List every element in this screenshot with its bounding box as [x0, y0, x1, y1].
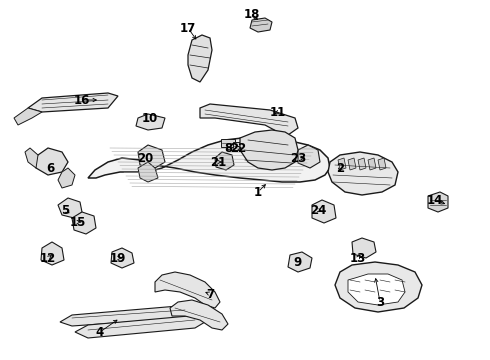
- Text: 8: 8: [224, 141, 232, 154]
- Polygon shape: [233, 142, 247, 150]
- Polygon shape: [348, 158, 356, 170]
- Polygon shape: [32, 148, 68, 175]
- Text: 17: 17: [180, 22, 196, 35]
- Polygon shape: [72, 212, 96, 234]
- Polygon shape: [136, 114, 165, 130]
- Polygon shape: [215, 152, 234, 170]
- Polygon shape: [138, 162, 158, 182]
- Polygon shape: [58, 168, 75, 188]
- Text: 13: 13: [350, 252, 366, 265]
- Polygon shape: [25, 148, 38, 168]
- Polygon shape: [188, 35, 212, 82]
- Polygon shape: [221, 139, 235, 147]
- Polygon shape: [328, 152, 398, 195]
- Polygon shape: [298, 145, 320, 168]
- Text: 21: 21: [210, 156, 226, 168]
- Text: 16: 16: [74, 94, 90, 107]
- Polygon shape: [335, 262, 422, 312]
- Polygon shape: [312, 200, 336, 223]
- Text: 4: 4: [96, 325, 104, 338]
- Text: 7: 7: [206, 288, 214, 301]
- Polygon shape: [75, 315, 205, 338]
- Polygon shape: [243, 146, 257, 154]
- Polygon shape: [111, 248, 134, 268]
- Polygon shape: [14, 108, 42, 125]
- Text: 12: 12: [40, 252, 56, 265]
- Polygon shape: [368, 158, 376, 170]
- Polygon shape: [358, 158, 366, 170]
- Polygon shape: [58, 198, 82, 218]
- Polygon shape: [155, 272, 220, 308]
- Polygon shape: [170, 300, 228, 330]
- Polygon shape: [138, 145, 165, 168]
- Text: 1: 1: [254, 185, 262, 198]
- Polygon shape: [60, 305, 195, 326]
- Text: 22: 22: [230, 141, 246, 154]
- Polygon shape: [338, 158, 346, 170]
- Text: 23: 23: [290, 152, 306, 165]
- Polygon shape: [378, 158, 386, 170]
- Text: 10: 10: [142, 112, 158, 125]
- Text: 6: 6: [46, 162, 54, 175]
- Text: 3: 3: [376, 296, 384, 309]
- Polygon shape: [41, 242, 64, 265]
- Polygon shape: [88, 138, 330, 182]
- Text: 15: 15: [70, 216, 86, 229]
- Polygon shape: [200, 104, 298, 135]
- Polygon shape: [240, 130, 298, 170]
- Polygon shape: [250, 18, 272, 32]
- Text: 11: 11: [270, 105, 286, 118]
- Polygon shape: [254, 135, 278, 162]
- Text: 18: 18: [244, 8, 260, 21]
- Text: 19: 19: [110, 252, 126, 265]
- Text: 2: 2: [336, 162, 344, 175]
- Text: 14: 14: [427, 194, 443, 207]
- Text: 20: 20: [137, 152, 153, 165]
- Polygon shape: [348, 274, 405, 305]
- Polygon shape: [288, 252, 312, 272]
- Polygon shape: [28, 93, 118, 112]
- Polygon shape: [352, 238, 376, 258]
- Text: 5: 5: [61, 203, 69, 216]
- Text: 24: 24: [310, 203, 326, 216]
- Text: 9: 9: [294, 256, 302, 269]
- Polygon shape: [428, 192, 448, 212]
